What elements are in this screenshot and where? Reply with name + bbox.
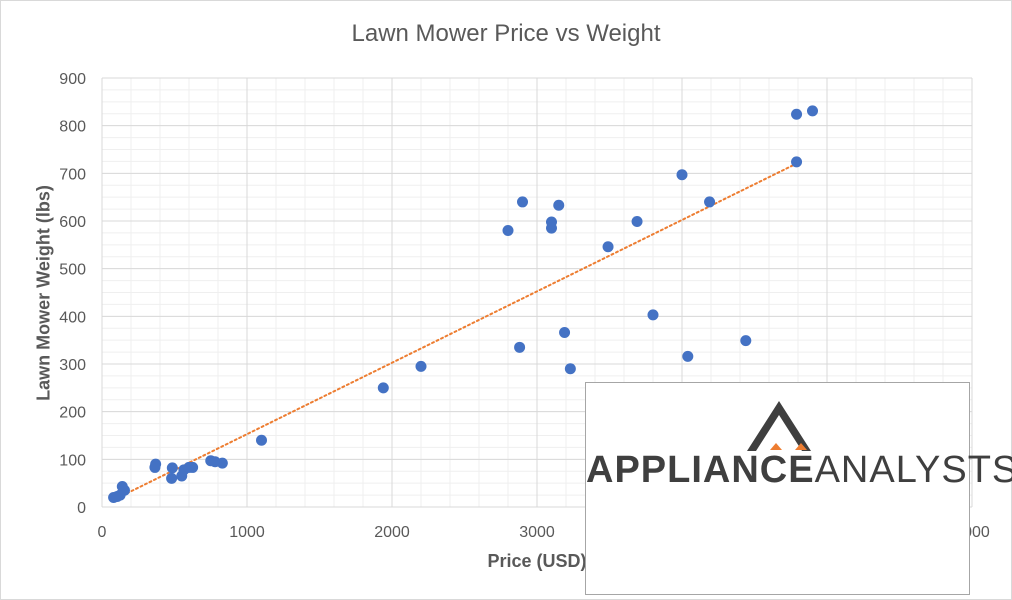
y-axis-label: Lawn Mower Weight (lbs): [33, 185, 54, 401]
data-point: [807, 105, 818, 117]
data-point: [166, 462, 178, 474]
x-tick-label: 1000: [229, 524, 265, 541]
data-point: [704, 196, 716, 208]
x-tick-label: 3000: [519, 524, 555, 541]
data-point: [676, 169, 688, 181]
data-point: [118, 484, 130, 496]
data-point: [682, 350, 694, 362]
accent-left-mark: [770, 443, 782, 450]
y-tick-label: 900: [59, 71, 86, 88]
data-point: [514, 341, 526, 353]
y-tick-label: 200: [59, 405, 86, 422]
logo-wordmark: APPLIANCEANALYSTS: [586, 449, 1012, 492]
data-point: [216, 457, 228, 469]
y-tick-label: 0: [77, 500, 86, 517]
y-tick-label: 800: [59, 119, 86, 136]
data-point: [791, 156, 803, 168]
data-point: [559, 327, 571, 339]
logo-text-light: ANALYSTS: [814, 449, 1012, 491]
data-point: [647, 309, 659, 321]
data-point: [377, 382, 389, 394]
x-axis-label: Price (USD): [487, 551, 587, 571]
y-tick-label: 300: [59, 357, 86, 374]
data-point: [602, 241, 614, 253]
data-point: [631, 215, 643, 227]
data-point: [150, 458, 162, 470]
data-point: [256, 434, 267, 446]
data-point: [740, 335, 752, 347]
data-point: [553, 199, 565, 211]
x-tick-label: 0: [98, 524, 107, 541]
data-point: [546, 222, 557, 234]
y-tick-label: 600: [59, 214, 86, 231]
mountain-peak-icon: [747, 401, 811, 451]
data-point: [415, 360, 427, 372]
data-point: [791, 108, 803, 120]
x-tick-label: 2000: [374, 524, 410, 541]
data-point: [564, 363, 576, 375]
trendline: [112, 161, 799, 501]
data-point: [166, 472, 178, 484]
data-point: [517, 196, 528, 208]
logo-panel: APPLIANCEANALYSTS: [585, 382, 1012, 595]
y-tick-label: 500: [59, 262, 86, 279]
accent-right-mark: [795, 443, 807, 450]
y-tick-label: 400: [59, 309, 86, 326]
data-point: [502, 225, 514, 237]
data-point: [187, 461, 199, 473]
y-tick-label: 100: [59, 452, 86, 469]
y-tick-label: 700: [59, 166, 86, 183]
chart-title: Lawn Mower Price vs Weight: [351, 20, 661, 47]
logo-text-bold: APPLIANCE: [586, 449, 815, 491]
